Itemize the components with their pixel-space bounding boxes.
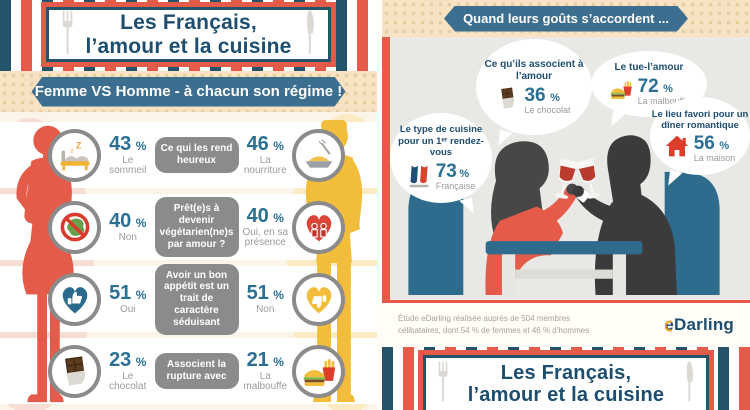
red-divider bbox=[382, 300, 750, 303]
bubble-value: 36 bbox=[524, 85, 546, 106]
burger-fries-icon bbox=[292, 344, 345, 398]
question-box: Associent la rupture avec bbox=[154, 353, 239, 389]
bubble-label: Française bbox=[435, 181, 476, 192]
question-box: Avoir un bon appétit est un trait de car… bbox=[154, 263, 239, 335]
stat-row-breakup: 23 % Le chocolat Associent la rupture av… bbox=[0, 338, 377, 404]
heart-thumbs-down-icon bbox=[292, 272, 345, 326]
question-box: Prêt(e)s à devenir végétarien(ne)s par a… bbox=[154, 197, 239, 257]
bubble-label: La malbouffe bbox=[637, 96, 690, 106]
right-header-band: Quand leurs goûts s’accordent ... bbox=[382, 0, 750, 37]
stat-label: Non bbox=[118, 231, 137, 243]
main-title-box: Les Français, l’amour et la cuisine bbox=[41, 2, 336, 67]
footer-title-line2: l’amour et la cuisine bbox=[467, 384, 665, 406]
subtitle-text: Femme VS Homme - à chacun son régime ! bbox=[34, 83, 343, 100]
stat-label: Le chocolat bbox=[109, 370, 147, 392]
stat-label: Oui, en sa présence bbox=[242, 226, 289, 248]
study-note: Étude eDarling réalisée auprès de 504 me… bbox=[398, 313, 589, 338]
stat-row-appetite: 51 % Oui Avoir un bon appétit est un tra… bbox=[0, 263, 377, 335]
fork-icon bbox=[437, 360, 449, 409]
stat-label: La nourriture bbox=[243, 154, 287, 176]
stat-value: 43 bbox=[109, 132, 132, 155]
stat-value: 23 bbox=[109, 348, 132, 371]
edarling-logo: eDarling bbox=[664, 315, 734, 335]
chocolate-icon bbox=[497, 86, 519, 115]
stat-label: Le sommeil bbox=[109, 154, 147, 176]
bubble-value: 73 bbox=[435, 161, 457, 183]
right-footer-striped-band: Les Français, l’amour et la cuisine bbox=[382, 347, 750, 410]
heart-thumbs-up-icon bbox=[48, 272, 101, 326]
svg-text:z: z bbox=[70, 147, 73, 154]
stat-label: Non bbox=[256, 303, 275, 315]
knife-icon bbox=[683, 360, 695, 409]
footer-title-line1: Les Français, bbox=[500, 361, 632, 384]
house-icon bbox=[665, 134, 689, 163]
logo-swirl-icon bbox=[664, 317, 673, 337]
knife-icon bbox=[303, 8, 316, 61]
study-note-line1: Étude eDarling réalisée auprès de 504 me… bbox=[398, 313, 571, 323]
main-title-line1: Les Français, bbox=[120, 10, 257, 34]
bubble-value: 56 bbox=[693, 133, 715, 155]
stat-label: Oui bbox=[119, 303, 136, 315]
french-flag-icon bbox=[407, 162, 431, 192]
bubble-title: Le lieu favori pour un dîner romantique bbox=[651, 108, 749, 131]
stat-row-vegetarian: 40 % Non Prêt(e)s à devenir végétarien(n… bbox=[0, 194, 377, 260]
bubble-title: Le type de cuisine pour un 1ᵉʳ rendez-vo… bbox=[398, 124, 484, 159]
scene-left-accent bbox=[382, 37, 390, 300]
subtitle-band: Femme VS Homme - à chacun son régime ! bbox=[0, 71, 377, 112]
bubble-love-killer: Le tue-l’amour 72 bbox=[591, 51, 707, 130]
stat-row-happiness: Z z 43 % Le sommeil Ce qui les ren bbox=[0, 122, 377, 188]
left-header-striped-band: Les Français, l’amour et la cuisine bbox=[0, 0, 377, 71]
couple-heart-icon bbox=[292, 200, 345, 254]
food-plate-icon bbox=[292, 128, 345, 182]
svg-text:Z: Z bbox=[75, 141, 81, 151]
main-title-line2: l’amour et la cuisine bbox=[85, 34, 292, 58]
stat-value: 40 bbox=[246, 204, 269, 227]
bubble-romantic-place: Le lieu favori pour un dîner romantique … bbox=[650, 97, 750, 189]
couple-dinner-illustration bbox=[396, 117, 732, 300]
bubble-title: Le tue-l’amour bbox=[614, 62, 684, 73]
sleep-bed-icon: Z z bbox=[48, 128, 101, 182]
stat-value: 51 bbox=[109, 281, 132, 304]
no-meat-icon bbox=[48, 200, 101, 254]
bubble-value: 72 bbox=[637, 76, 659, 97]
dinner-scene: Ce qu’ils associent à l’amour 36 bbox=[382, 37, 750, 300]
burger-fries-icon bbox=[609, 77, 633, 106]
subtitle-ribbon: Femme VS Homme - à chacun son régime ! bbox=[32, 77, 346, 107]
bubble-label: La maison bbox=[693, 153, 736, 164]
chocolate-icon bbox=[48, 344, 101, 398]
bubble-first-date-cuisine: Le type de cuisine pour un 1ᵉʳ rendez-vo… bbox=[390, 113, 492, 217]
stat-value: 46 bbox=[246, 132, 269, 155]
stat-label: La malbouffe bbox=[243, 370, 288, 392]
bubble-label: Le chocolat bbox=[524, 105, 571, 115]
right-panel: Quand leurs goûts s’accordent ... bbox=[377, 0, 750, 410]
study-note-line2: célibataires, dont 54 % de femmes et 46 … bbox=[398, 326, 590, 335]
right-ribbon-text: Quand leurs goûts s’accordent ... bbox=[463, 11, 669, 26]
bubble-title: Ce qu’ils associent à l’amour bbox=[484, 59, 584, 82]
credit-bar: Étude eDarling réalisée auprès de 504 me… bbox=[382, 303, 750, 347]
stat-value: 21 bbox=[246, 348, 269, 371]
left-body: Z z 43 % Le sommeil Ce qui les ren bbox=[0, 112, 377, 410]
left-panel: Les Français, l’amour et la cuisine Femm… bbox=[0, 0, 377, 410]
question-box: Ce qui les rend heureux bbox=[154, 137, 239, 173]
stat-value: 51 bbox=[246, 281, 269, 304]
bubble-love-association: Ce qu’ils associent à l’amour 36 bbox=[476, 39, 592, 149]
right-ribbon: Quand leurs goûts s’accordent ... bbox=[444, 6, 688, 32]
footer-title-box: Les Français, l’amour et la cuisine bbox=[418, 350, 714, 410]
fork-icon bbox=[61, 8, 74, 61]
stat-value: 40 bbox=[109, 209, 132, 232]
